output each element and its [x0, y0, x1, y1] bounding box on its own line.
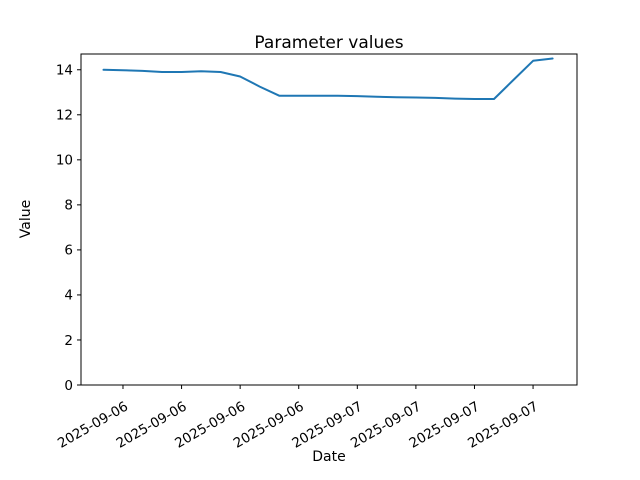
y-tick-label: 4 [64, 288, 73, 304]
y-tick-label: 2 [64, 333, 73, 349]
chart-layer: 024681012142025-09-062025-09-062025-09-0… [55, 53, 578, 452]
x-axis-label: Date [312, 449, 345, 465]
y-tick-label: 8 [64, 198, 73, 214]
y-tick-label: 10 [56, 153, 73, 169]
y-tick-label: 12 [56, 108, 73, 124]
chart-title: Parameter values [254, 33, 403, 53]
y-tick-label: 6 [64, 243, 73, 259]
plot-border [80, 53, 578, 386]
y-tick-label: 14 [56, 63, 73, 79]
y-axis-label: Value [18, 200, 34, 238]
series-line [102, 57, 554, 100]
y-tick-label: 0 [64, 378, 73, 394]
